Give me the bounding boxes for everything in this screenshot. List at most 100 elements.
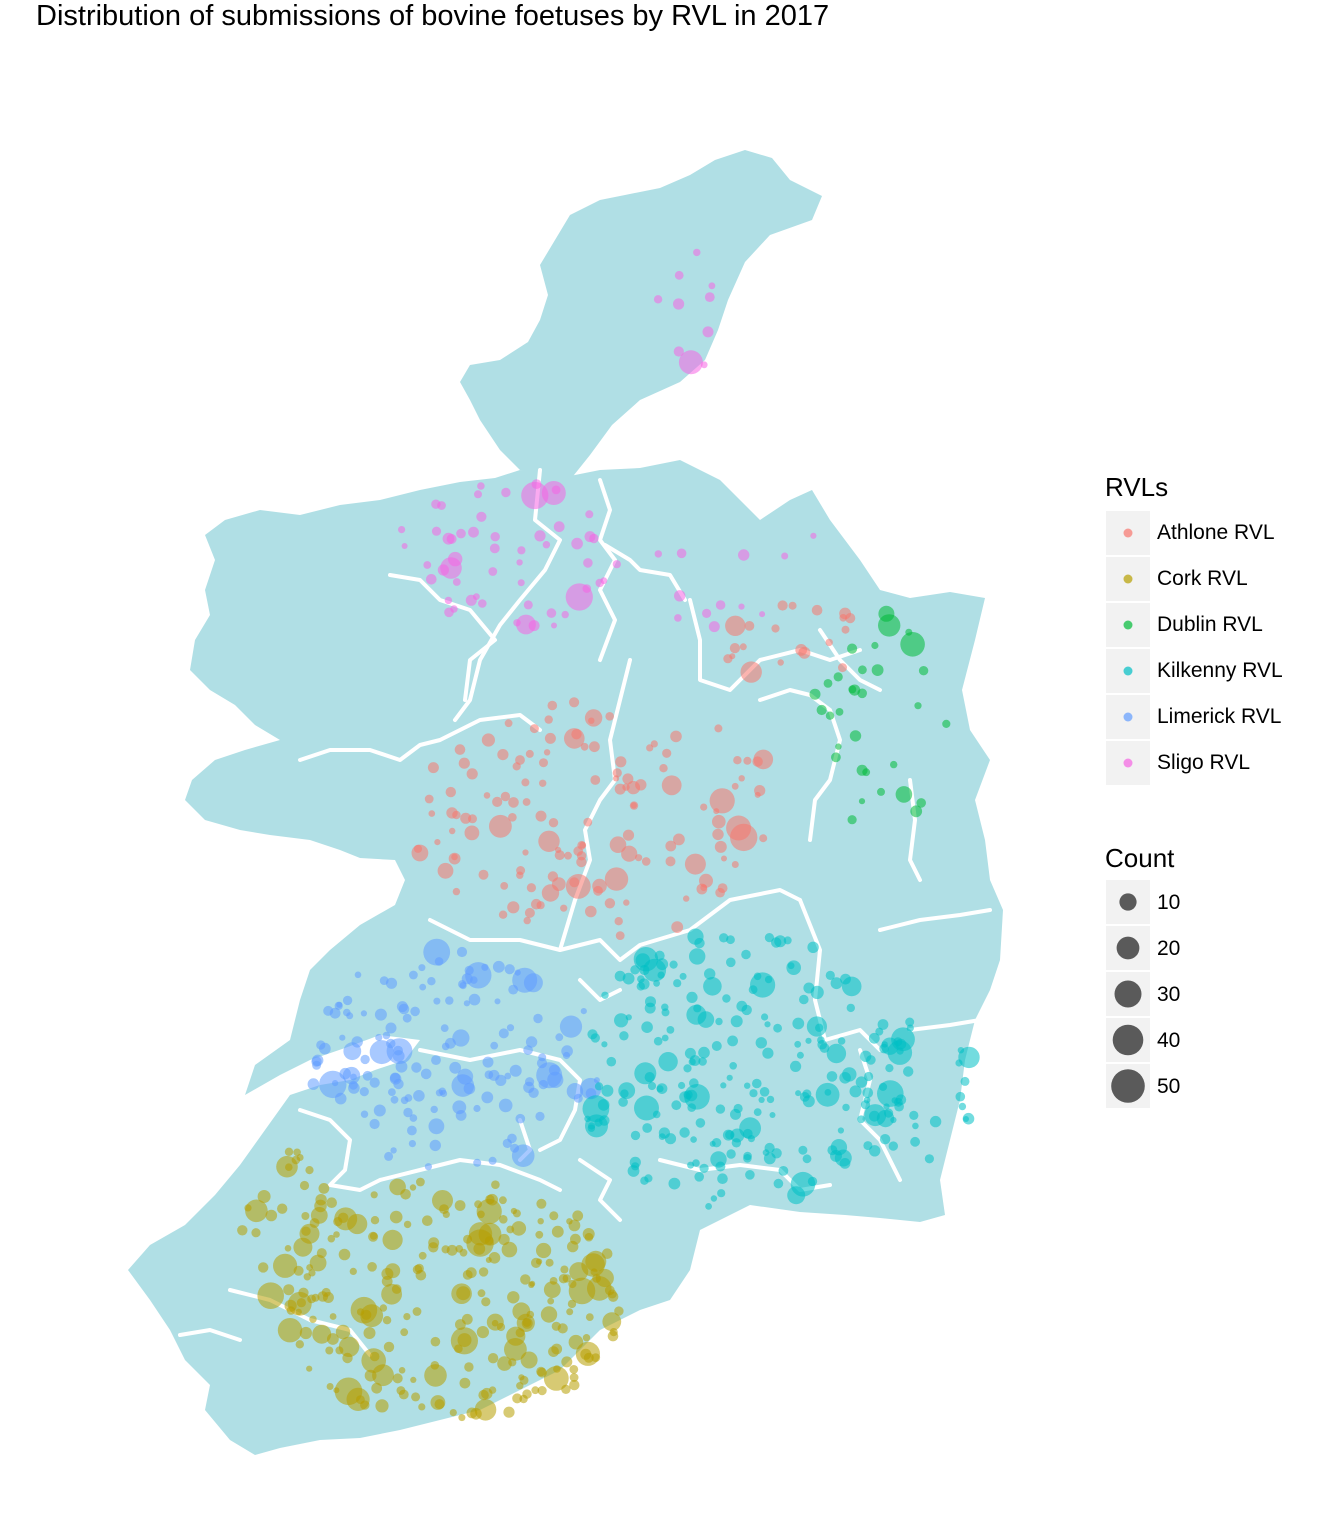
- submission-point: [237, 1225, 248, 1236]
- submission-point: [754, 785, 766, 797]
- submission-point: [740, 661, 762, 683]
- submission-point: [411, 1392, 421, 1402]
- submission-point: [338, 1248, 351, 1261]
- submission-point: [816, 704, 827, 716]
- submission-point: [699, 1163, 709, 1173]
- submission-point: [634, 1062, 657, 1085]
- submission-point: [523, 600, 533, 610]
- submission-point: [661, 1034, 669, 1042]
- submission-point: [543, 749, 551, 756]
- submission-point: [299, 1180, 310, 1191]
- submission-point: [507, 1291, 520, 1304]
- submission-point: [743, 1128, 753, 1139]
- submission-point: [601, 991, 609, 999]
- submission-point: [338, 1336, 360, 1358]
- submission-point: [802, 1095, 815, 1108]
- submission-point: [498, 910, 508, 919]
- submission-point: [569, 1373, 579, 1382]
- submission-point: [536, 1242, 552, 1259]
- submission-point: [726, 815, 752, 841]
- count-legend-swatch-50: [1111, 1069, 1145, 1103]
- submission-point: [673, 298, 685, 310]
- submission-point: [642, 1123, 653, 1133]
- submission-point: [849, 1085, 862, 1098]
- submission-point: [833, 672, 843, 682]
- submission-point: [729, 1062, 737, 1070]
- submission-point: [410, 1376, 417, 1383]
- submission-point: [512, 1302, 531, 1321]
- submission-point: [382, 1031, 391, 1040]
- submission-point: [525, 1036, 538, 1048]
- submission-point: [609, 1328, 618, 1337]
- submission-point: [370, 1191, 378, 1199]
- submission-point: [456, 946, 468, 958]
- count-legend-label-40: 40: [1157, 1029, 1181, 1052]
- submission-point: [848, 685, 857, 694]
- submission-point: [802, 1154, 812, 1164]
- submission-point: [634, 1095, 659, 1121]
- submission-point: [547, 700, 558, 711]
- submission-point: [726, 1074, 733, 1081]
- submission-point: [715, 600, 726, 610]
- submission-point: [694, 1172, 704, 1182]
- submission-point: [491, 1319, 499, 1327]
- submission-point: [572, 1210, 584, 1222]
- submission-point: [466, 768, 478, 780]
- submission-point: [474, 490, 482, 499]
- submission-point: [498, 1233, 510, 1246]
- submission-point: [535, 1111, 545, 1121]
- submission-point: [476, 511, 487, 522]
- submission-point: [551, 1225, 564, 1238]
- submission-point: [452, 810, 461, 820]
- submission-point: [683, 895, 690, 902]
- submission-point: [769, 1112, 776, 1118]
- count-legend-label-20: 20: [1157, 937, 1181, 960]
- submission-point: [585, 1313, 594, 1321]
- submission-point: [584, 709, 603, 727]
- submission-point: [431, 526, 442, 536]
- submission-point: [477, 1289, 486, 1298]
- submission-point: [709, 1140, 716, 1147]
- submission-point: [665, 856, 676, 867]
- submission-point: [864, 1071, 874, 1082]
- submission-point: [333, 1387, 340, 1394]
- rvl-legend-swatch-1: [1123, 574, 1133, 584]
- submission-point: [858, 665, 867, 675]
- submission-point: [370, 1216, 380, 1225]
- submission-point: [526, 883, 537, 893]
- submission-point: [646, 744, 654, 752]
- submission-point: [621, 845, 638, 862]
- submission-point: [562, 1274, 571, 1283]
- submission-point: [561, 1356, 573, 1368]
- submission-point: [504, 1072, 512, 1080]
- county-border-7: [298, 713, 542, 762]
- submission-point: [360, 1110, 369, 1118]
- submission-point: [739, 643, 747, 651]
- submission-point: [307, 1078, 320, 1090]
- submission-point: [424, 1163, 432, 1171]
- submission-point: [409, 1184, 417, 1191]
- submission-point: [730, 1015, 743, 1028]
- submission-point: [588, 717, 595, 724]
- submission-point: [295, 1340, 304, 1349]
- submission-point: [400, 1328, 409, 1337]
- submission-point: [325, 1346, 334, 1355]
- submission-point: [327, 1234, 336, 1243]
- submission-point: [730, 1128, 745, 1143]
- submission-point: [909, 1110, 919, 1120]
- submission-point: [316, 1040, 326, 1050]
- submission-point: [653, 295, 663, 304]
- submission-point: [317, 1291, 329, 1302]
- submission-point: [729, 643, 741, 654]
- submission-point: [910, 805, 923, 818]
- submission-point: [615, 756, 627, 768]
- submission-point: [661, 775, 682, 796]
- submission-point: [388, 1088, 396, 1096]
- submission-point: [463, 1082, 476, 1095]
- submission-point: [499, 1196, 507, 1205]
- submission-point: [430, 1336, 441, 1347]
- submission-point: [806, 1016, 828, 1037]
- submission-point: [653, 1036, 663, 1046]
- county-border-9: [578, 978, 622, 1002]
